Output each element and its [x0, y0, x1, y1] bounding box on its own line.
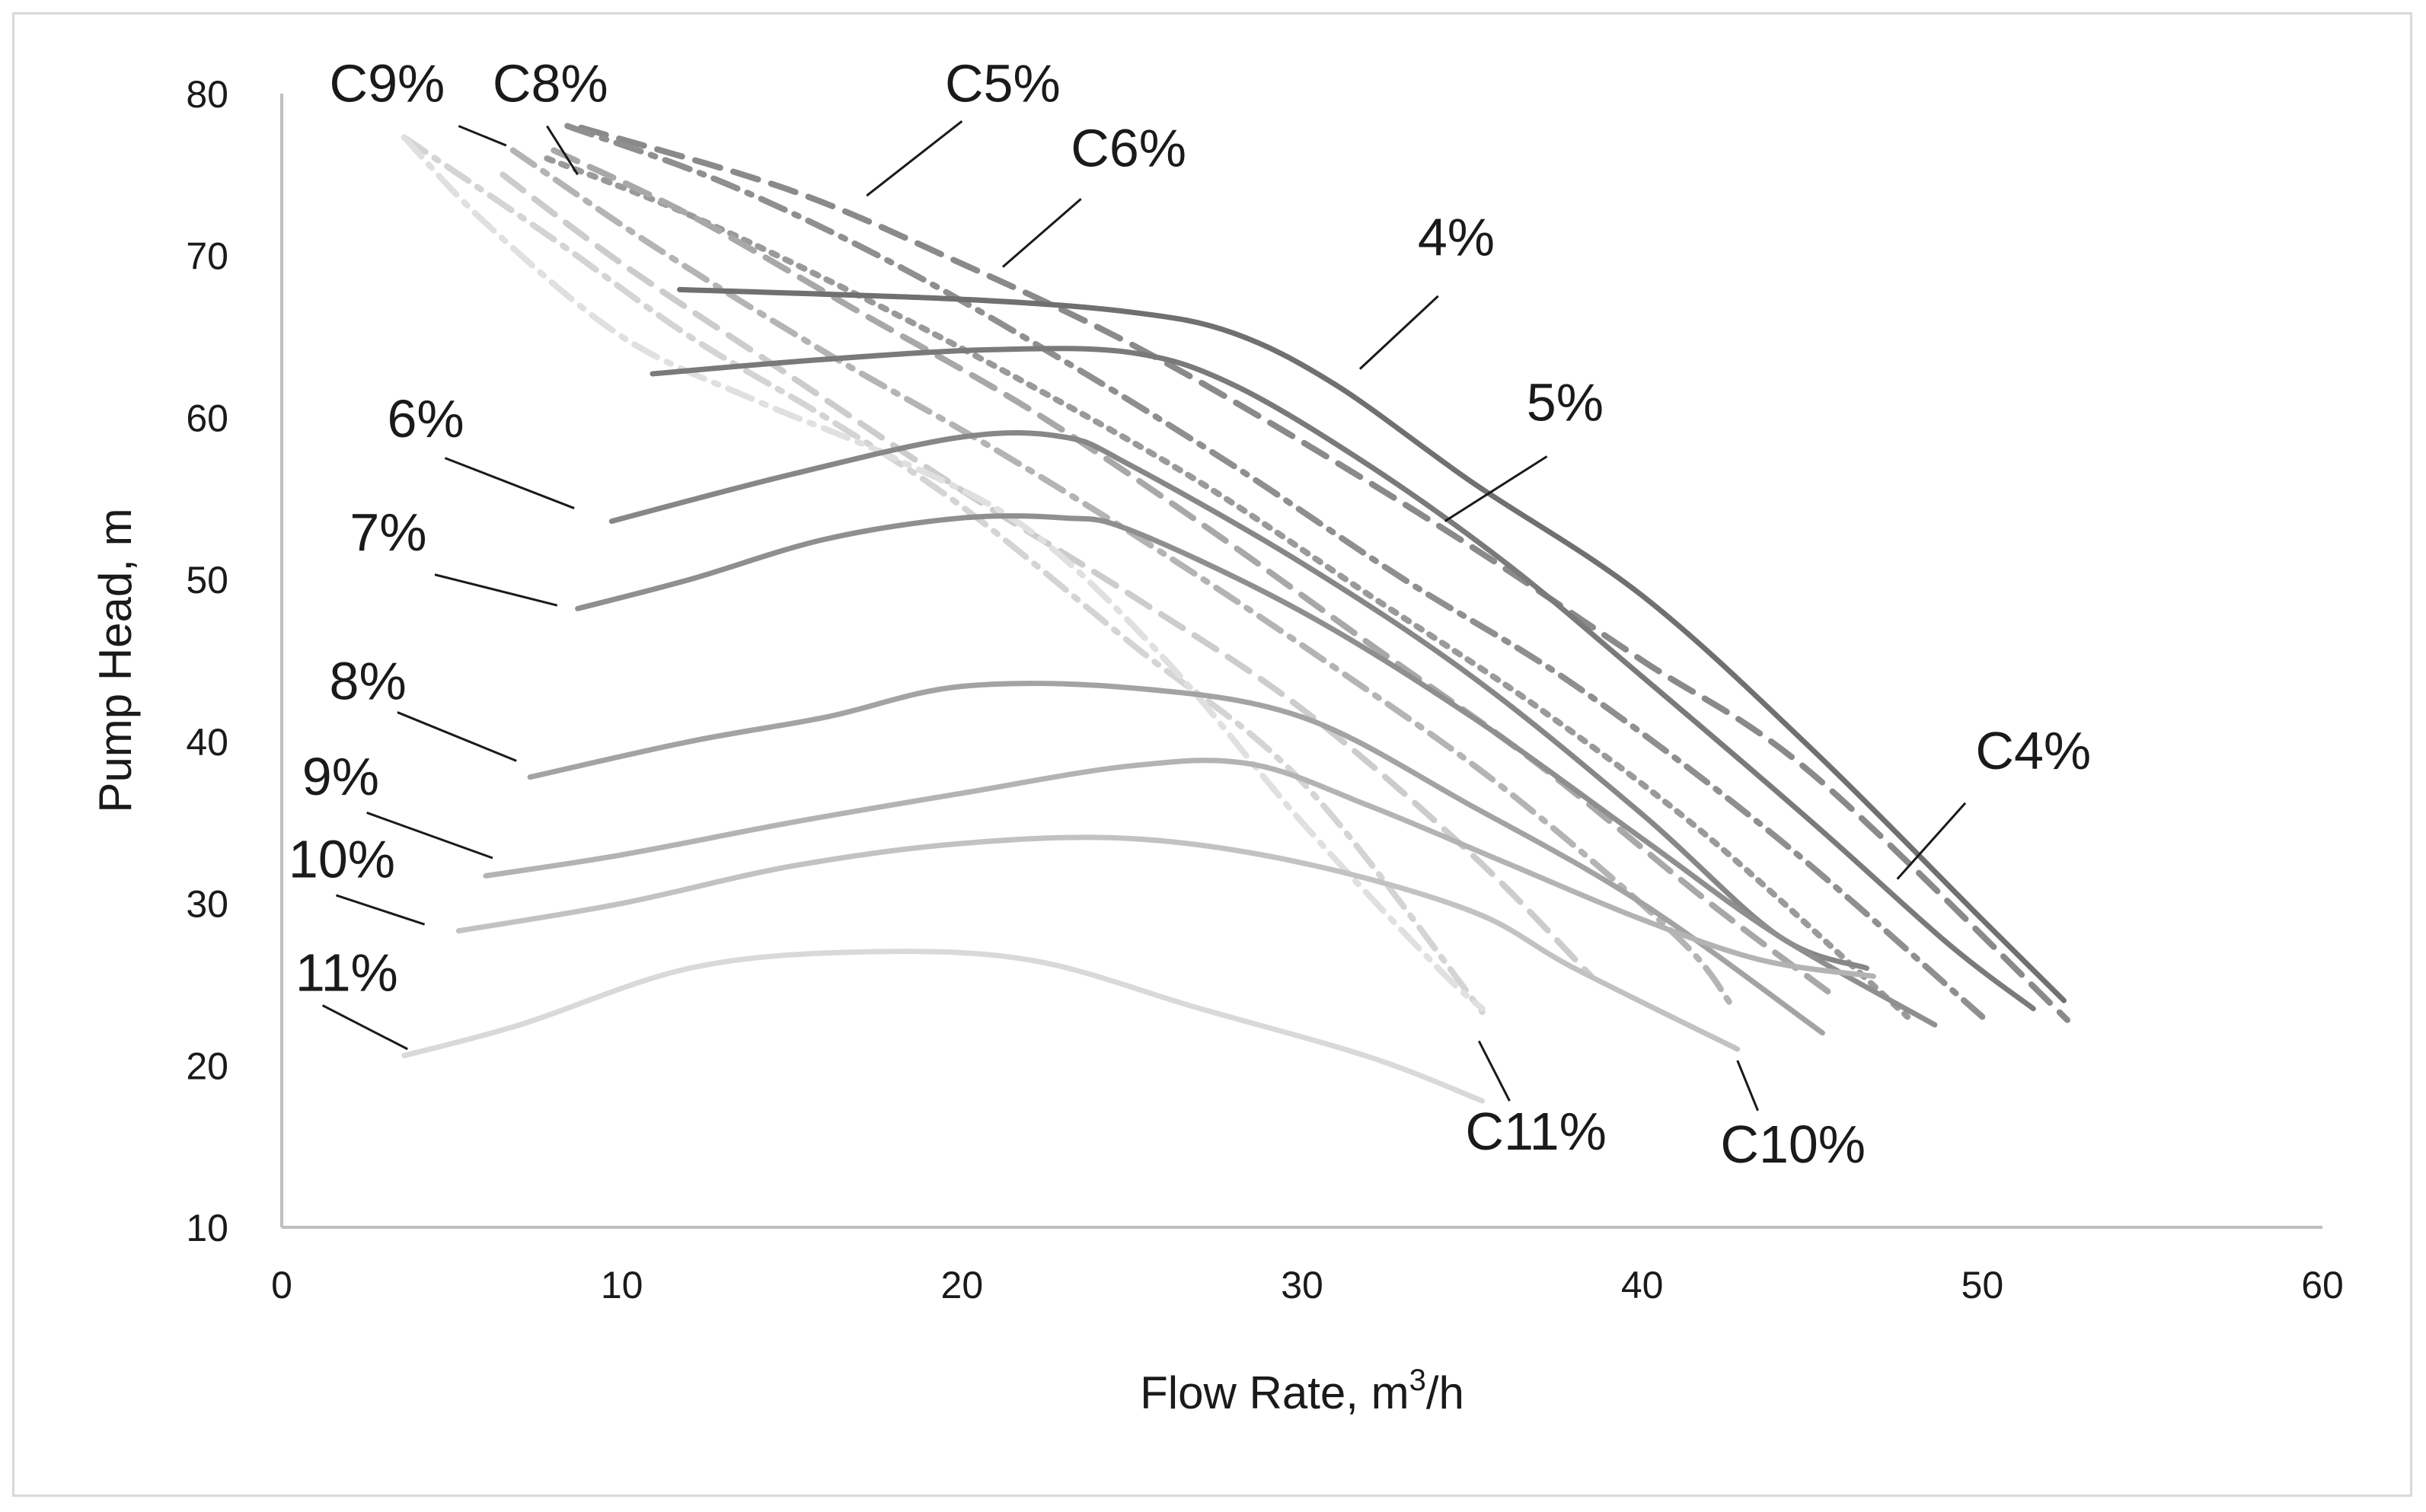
leader-line-6pct — [444, 457, 575, 509]
y-tick-label: 10 — [186, 1207, 228, 1249]
curve-label-10pct: 10% — [289, 830, 395, 889]
annotation-layer: C9% C8% C5%C6% 4% 5% 6% 7% 8% 9% 10% 11% C4% C11% C10… — [289, 54, 2091, 1174]
leader-line-c5pct — [866, 120, 963, 197]
series-line-c7pct — [551, 147, 1833, 996]
y-tick-label: 70 — [186, 235, 228, 278]
curve-label-c10pct: C10% — [1720, 1115, 1866, 1174]
series-line-5pct — [650, 346, 2036, 1012]
series-line-c6pct — [544, 155, 1911, 1020]
x-tick-label: 20 — [941, 1264, 984, 1306]
chart-frame — [12, 12, 2412, 1497]
series-line-c5pct — [564, 123, 1986, 1020]
leader-line-c9pct — [458, 125, 507, 147]
leader-line-c6pct — [1001, 198, 1082, 268]
series-line-8pct — [527, 681, 1825, 1036]
leader-line-c8pct — [546, 125, 579, 176]
leader-line-5pct — [1444, 455, 1548, 522]
curve-label-11pct: 11% — [295, 943, 398, 1002]
leader-line-4pct — [1358, 295, 1439, 370]
series-line-c4pct — [578, 124, 2070, 1023]
curve-label-c11pct: C11% — [1465, 1102, 1606, 1161]
y-tick-label: 20 — [186, 1045, 228, 1087]
series-line-4pct — [677, 286, 2067, 1003]
x-tick-label: 30 — [1281, 1264, 1323, 1306]
y-tick-labels: 10 20 30 40 50 60 70 80 — [186, 73, 228, 1249]
x-tick-label: 40 — [1621, 1264, 1664, 1306]
x-axis-title-main: Flow Rate, m — [1140, 1367, 1409, 1418]
curve-label-c5pct: C5% — [945, 54, 1061, 113]
x-tick-label: 60 — [2301, 1264, 2344, 1306]
series-line-11pct — [401, 949, 1486, 1104]
leader-line-9pct — [366, 812, 493, 860]
series-line-c11pct — [401, 134, 1486, 1012]
series-line-c9pct — [500, 171, 1594, 980]
leader-line-c10pct — [1736, 1060, 1759, 1112]
curve-label-7pct: 7% — [350, 502, 426, 562]
x-axis-title-suffix: /h — [1426, 1367, 1464, 1418]
x-axis-title: Flow Rate, m3/h — [1140, 1364, 1464, 1418]
curve-label-8pct: 8% — [330, 652, 407, 711]
y-tick-label: 60 — [186, 397, 228, 439]
curve-label-4pct: 4% — [1418, 208, 1495, 267]
leader-line-c11pct — [1477, 1040, 1511, 1102]
series-line-6pct — [608, 430, 1869, 971]
axes — [280, 94, 2322, 1229]
series-layer — [401, 123, 2070, 1104]
series-line-9pct — [483, 758, 1876, 979]
curve-label-c8pct: C8% — [493, 54, 608, 113]
y-axis-title: Pump Head, m — [90, 508, 141, 812]
leader-line-10pct — [335, 894, 426, 926]
y-tick-label: 50 — [186, 559, 228, 601]
curve-label-6pct: 6% — [387, 389, 464, 448]
x-tick-labels: 0 10 20 30 40 50 60 — [271, 1264, 2344, 1306]
leader-line-8pct — [397, 711, 517, 762]
y-tick-label: 30 — [186, 883, 228, 926]
y-tick-label: 40 — [186, 721, 228, 764]
curve-label-c6pct: C6% — [1071, 119, 1186, 178]
x-tick-label: 10 — [601, 1264, 643, 1306]
x-tick-label: 0 — [271, 1264, 292, 1306]
leader-line-c4pct — [1896, 802, 1967, 880]
curve-label-5pct: 5% — [1527, 373, 1604, 432]
x-tick-label: 50 — [1962, 1264, 2004, 1306]
leader-line-11pct — [321, 1004, 408, 1051]
curve-label-c4pct: C4% — [1975, 721, 2091, 780]
series-line-10pct — [455, 834, 1741, 1052]
x-axis-title-superscript: 3 — [1409, 1364, 1426, 1397]
leader-line-7pct — [434, 573, 558, 607]
series-line-7pct — [575, 512, 1938, 1028]
series-line-c8pct — [509, 147, 1734, 1007]
curve-label-c9pct: C9% — [330, 54, 445, 113]
curve-label-9pct: 9% — [302, 747, 379, 806]
series-line-c10pct — [401, 134, 1486, 1016]
y-tick-label: 80 — [186, 73, 228, 116]
